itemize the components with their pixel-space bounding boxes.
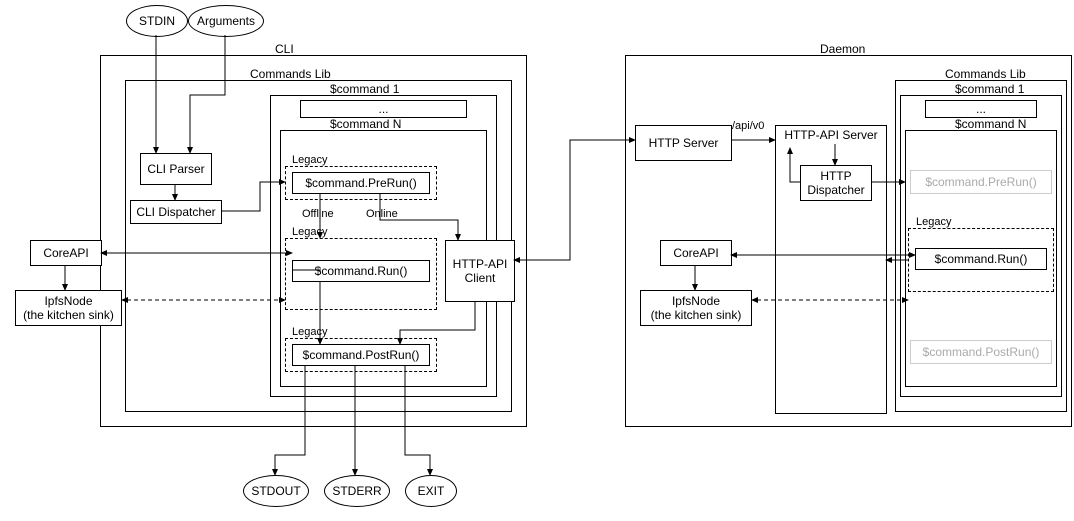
http-dispatcher-label: HTTP Dispatcher (807, 169, 864, 197)
coreapi-cli-label: CoreAPI (43, 246, 88, 260)
commands-lib-cli-label: Commands Lib (250, 67, 331, 81)
run-daemon-label: $command.Run() (935, 252, 1028, 266)
legacy2-label: Legacy (290, 226, 329, 238)
ipfsnode-cli-label: IpfsNode (the kitchen sink) (23, 294, 114, 322)
daemon-container-label: Daemon (820, 42, 865, 56)
ipfsnode-cli: IpfsNode (the kitchen sink) (15, 290, 122, 326)
http-api-client-label: HTTP-API Client (453, 257, 508, 285)
arguments-node: Arguments (188, 5, 264, 37)
stdout-label: STDOUT (251, 484, 300, 498)
coreapi-cli: CoreAPI (30, 240, 102, 266)
coreapi-daemon-label: CoreAPI (673, 246, 718, 260)
ellipsis-daemon: ... (925, 100, 1037, 118)
diagram-canvas: STDIN Arguments CLI Commands Lib $comman… (0, 0, 1074, 521)
cli-dispatcher-label: CLI Dispatcher (136, 205, 215, 219)
cli-dispatcher: CLI Dispatcher (130, 200, 222, 224)
http-dispatcher: HTTP Dispatcher (800, 165, 872, 201)
legacy3-label: Legacy (290, 326, 329, 338)
postrun-label: $command.PostRun() (303, 348, 420, 362)
stdin-node: STDIN (126, 5, 188, 37)
commandN-daemon-label: $command N (955, 117, 1026, 131)
stderr-label: STDERR (332, 484, 381, 498)
arguments-label: Arguments (197, 14, 255, 28)
cli-container-label: CLI (275, 42, 294, 56)
coreapi-daemon: CoreAPI (660, 240, 732, 266)
ellipsis-daemon-label: ... (976, 102, 986, 116)
prerun-daemon-label: $command.PreRun() (925, 175, 1036, 189)
commandN-cli-label: $command N (330, 117, 401, 131)
prerun-daemon: $command.PreRun() (910, 170, 1052, 194)
online-label: Online (366, 208, 398, 220)
prerun-label: $command.PreRun() (305, 176, 416, 190)
stderr-node: STDERR (324, 475, 390, 507)
command1-cli-label: $command 1 (330, 82, 399, 96)
ipfsnode-daemon-label: IpfsNode (the kitchen sink) (651, 294, 742, 322)
exit-node: EXIT (405, 475, 457, 507)
http-api-client: HTTP-API Client (445, 240, 515, 302)
ellipsis-cli: ... (300, 100, 467, 118)
legacy-daemon-label: Legacy (914, 216, 953, 228)
legacy1-label: Legacy (290, 154, 329, 166)
postrun-daemon-label: $command.PostRun() (923, 345, 1040, 359)
http-server-label: HTTP Server (649, 136, 719, 150)
exit-label: EXIT (418, 484, 445, 498)
run-daemon: $command.Run() (915, 248, 1047, 270)
stdin-label: STDIN (139, 14, 175, 28)
ipfsnode-daemon: IpfsNode (the kitchen sink) (640, 290, 752, 326)
run-box: $command.Run() (292, 260, 430, 282)
offline-label: Offline (302, 208, 334, 220)
postrun-daemon: $command.PostRun() (910, 340, 1052, 364)
run-label: $command.Run() (315, 264, 408, 278)
cli-parser-label: CLI Parser (147, 162, 204, 176)
cli-parser: CLI Parser (140, 153, 212, 185)
http-server: HTTP Server (635, 125, 732, 161)
api-v0-label: /api/v0 (732, 120, 764, 132)
command1-daemon-label: $command 1 (955, 82, 1024, 96)
http-api-server-label: HTTP-API Server (784, 128, 877, 142)
postrun-box: $command.PostRun() (292, 344, 430, 366)
commands-lib-daemon-label: Commands Lib (945, 67, 1026, 81)
ellipsis-cli-label: ... (378, 102, 388, 116)
stdout-node: STDOUT (243, 475, 309, 507)
prerun-box: $command.PreRun() (292, 172, 430, 194)
